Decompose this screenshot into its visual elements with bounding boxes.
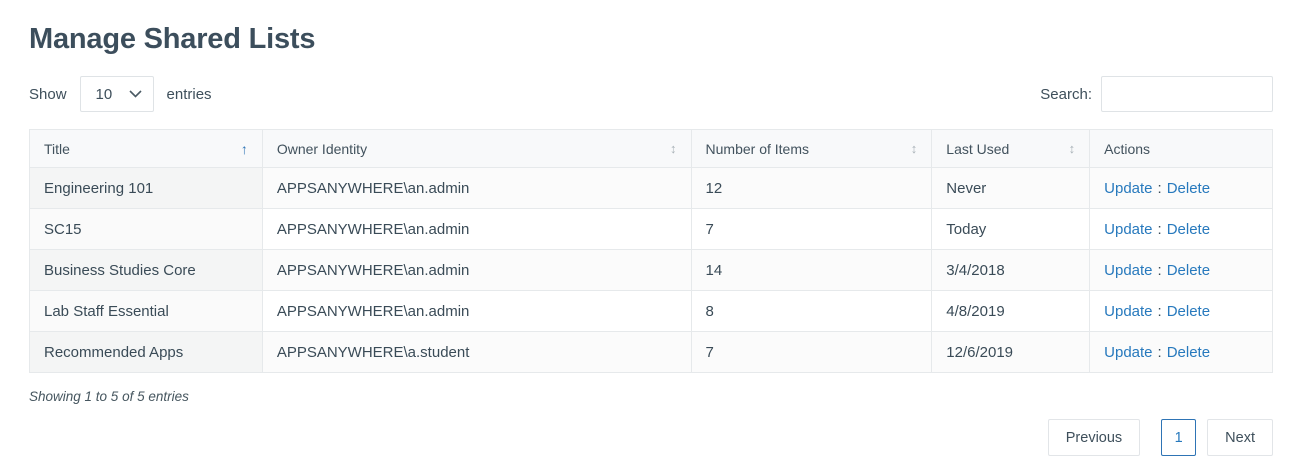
table-footer: Showing 1 to 5 of 5 entries Previous 1 N…: [29, 389, 1273, 456]
update-link[interactable]: Update: [1104, 302, 1153, 320]
entries-label: entries: [166, 85, 212, 103]
cell-owner-identity: APPSANYWHERE\an.admin: [262, 208, 692, 250]
cell-owner-identity: APPSANYWHERE\an.admin: [262, 249, 692, 291]
shared-lists-table: Title ↑ Owner Identity ↕ Number of Items…: [29, 129, 1273, 373]
column-header-owner-identity[interactable]: Owner Identity ↕: [262, 129, 692, 168]
search-label: Search:: [1040, 85, 1092, 103]
search-control: Search:: [1040, 76, 1273, 112]
action-separator: :: [1157, 261, 1162, 279]
sort-both-icon: ↕: [670, 141, 677, 156]
cell-actions: Update: Delete: [1089, 331, 1273, 373]
previous-page-button[interactable]: Previous: [1047, 419, 1141, 456]
cell-owner-identity: APPSANYWHERE\a.student: [262, 331, 692, 373]
delete-link[interactable]: Delete: [1166, 302, 1211, 320]
cell-actions: Update: Delete: [1089, 290, 1273, 332]
cell-actions: Update: Delete: [1089, 208, 1273, 250]
page-number-button[interactable]: 1: [1161, 419, 1197, 456]
sort-both-icon: ↕: [1068, 141, 1076, 156]
show-label: Show: [29, 85, 67, 103]
update-link[interactable]: Update: [1104, 261, 1153, 279]
action-separator: :: [1157, 302, 1162, 320]
pagination: Previous 1 Next: [29, 419, 1273, 456]
cell-number-of-items: 7: [691, 208, 933, 250]
cell-last-used: 4/8/2019: [931, 290, 1091, 332]
column-header-actions: Actions: [1089, 129, 1273, 168]
table-row: Engineering 101 APPSANYWHERE\an.admin 12…: [29, 167, 1273, 209]
cell-number-of-items: 12: [691, 167, 933, 209]
cell-title: Lab Staff Essential: [29, 290, 263, 332]
action-separator: :: [1157, 179, 1162, 197]
cell-owner-identity: APPSANYWHERE\an.admin: [262, 167, 692, 209]
table-row: Recommended Apps APPSANYWHERE\a.student …: [29, 331, 1273, 373]
entries-summary: Showing 1 to 5 of 5 entries: [29, 389, 189, 404]
chevron-down-icon: [128, 90, 142, 98]
column-header-number-of-items[interactable]: Number of Items ↕: [691, 129, 933, 168]
cell-number-of-items: 8: [691, 290, 933, 332]
table-controls: Show 10 entries Search:: [29, 76, 1273, 112]
column-header-last-used[interactable]: Last Used ↕: [931, 129, 1091, 168]
cell-number-of-items: 14: [691, 249, 933, 291]
cell-owner-identity: APPSANYWHERE\an.admin: [262, 290, 692, 332]
cell-title: Business Studies Core: [29, 249, 263, 291]
delete-link[interactable]: Delete: [1166, 220, 1211, 238]
cell-last-used: 3/4/2018: [931, 249, 1091, 291]
table-row: Business Studies Core APPSANYWHERE\an.ad…: [29, 249, 1273, 291]
sort-both-icon: ↕: [910, 141, 918, 156]
cell-last-used: Never: [931, 167, 1091, 209]
column-header-title[interactable]: Title ↑: [29, 129, 263, 168]
cell-title: Recommended Apps: [29, 331, 263, 373]
page-length-control: Show 10 entries: [29, 76, 212, 112]
page-length-select[interactable]: 10: [79, 76, 154, 112]
update-link[interactable]: Update: [1104, 343, 1153, 361]
sort-ascending-icon: ↑: [240, 140, 248, 157]
action-separator: :: [1157, 343, 1162, 361]
action-separator: :: [1157, 220, 1162, 238]
search-input[interactable]: [1101, 76, 1273, 112]
update-link[interactable]: Update: [1104, 220, 1153, 238]
cell-title: SC15: [29, 208, 263, 250]
cell-last-used: 12/6/2019: [931, 331, 1091, 373]
delete-link[interactable]: Delete: [1166, 343, 1211, 361]
cell-actions: Update: Delete: [1089, 249, 1273, 291]
table-header-row: Title ↑ Owner Identity ↕ Number of Items…: [29, 129, 1273, 168]
page-title: Manage Shared Lists: [29, 23, 316, 55]
cell-number-of-items: 7: [691, 331, 933, 373]
update-link[interactable]: Update: [1104, 179, 1153, 197]
next-page-button[interactable]: Next: [1207, 419, 1273, 456]
table-row: Lab Staff Essential APPSANYWHERE\an.admi…: [29, 290, 1273, 332]
cell-actions: Update: Delete: [1089, 167, 1273, 209]
delete-link[interactable]: Delete: [1166, 261, 1211, 279]
delete-link[interactable]: Delete: [1166, 179, 1211, 197]
cell-title: Engineering 101: [29, 167, 263, 209]
cell-last-used: Today: [931, 208, 1091, 250]
table-row: SC15 APPSANYWHERE\an.admin 7 Today Updat…: [29, 208, 1273, 250]
page-length-value: 10: [95, 85, 113, 103]
